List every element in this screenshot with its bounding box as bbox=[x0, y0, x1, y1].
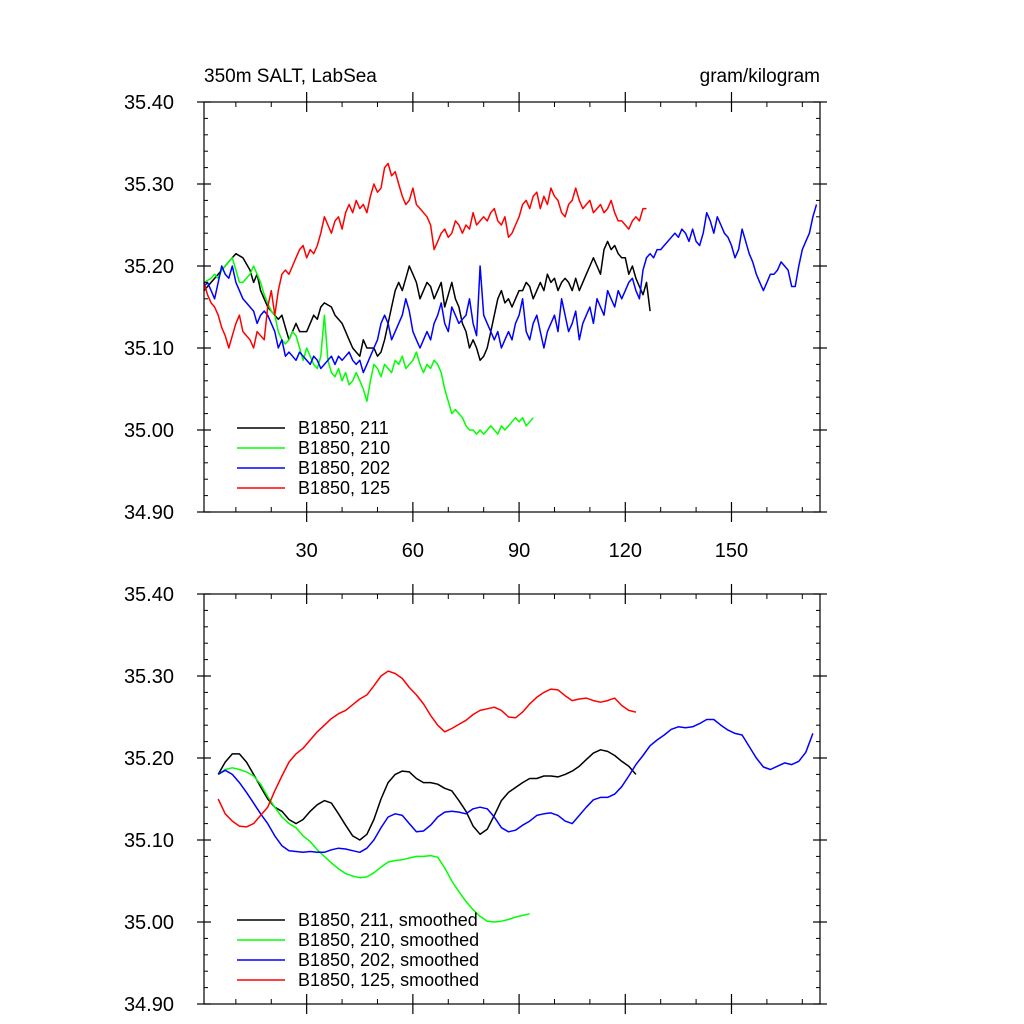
series-line-smoothed-0 bbox=[217, 749, 637, 841]
legend-label: B1850, 210 bbox=[298, 438, 390, 458]
y-tick-label: 35.30 bbox=[124, 174, 174, 196]
plot-frame bbox=[203, 101, 821, 513]
y-tick-label: 35.10 bbox=[124, 338, 174, 360]
series-line-smoothed-1 bbox=[217, 767, 530, 923]
x-tick-label: 120 bbox=[609, 540, 642, 562]
x-tick-label: 150 bbox=[715, 540, 748, 562]
legend-label: B1850, 125 bbox=[298, 478, 390, 498]
smoothed-salinity-plot-panel: 34.90 35.00 35.10 35.20 35.30 35.40 B1850, 211… bbox=[124, 584, 827, 1016]
legend-label: B1850, 202, smoothed bbox=[298, 950, 479, 970]
series-line-raw-2 bbox=[203, 204, 818, 374]
y-tick-label: 35.40 bbox=[124, 92, 174, 114]
y-tick-label: 35.30 bbox=[124, 666, 174, 688]
legend-label: B1850, 211 bbox=[298, 418, 389, 438]
y-tick-label: 35.20 bbox=[124, 748, 174, 770]
series-line-raw-1 bbox=[203, 257, 534, 435]
x-tick-label: 90 bbox=[508, 540, 530, 562]
chart-title-left: 350m SALT, LabSea bbox=[204, 66, 377, 87]
x-tick-label: 30 bbox=[296, 540, 318, 562]
legend-label: B1850, 211, smoothed bbox=[298, 910, 478, 930]
y-tick-label: 35.00 bbox=[124, 420, 174, 442]
y-tick-label: 35.20 bbox=[124, 256, 174, 278]
x-tick-label: 60 bbox=[402, 540, 424, 562]
raw-salinity-plot-panel: 34.90 35.00 35.10 35.20 35.30 35.40 30 60 90 120 1… bbox=[124, 92, 827, 562]
y-tick-label: 35.10 bbox=[124, 830, 174, 852]
y-tick-label: 35.00 bbox=[124, 912, 174, 934]
legend-label: B1850, 125, smoothed bbox=[298, 970, 479, 990]
y-tick-label: 35.40 bbox=[124, 584, 174, 606]
y-tick-label: 34.90 bbox=[124, 502, 174, 524]
series-line-raw-0 bbox=[203, 240, 651, 362]
y-tick-label: 34.90 bbox=[124, 994, 174, 1016]
series-line-smoothed-2 bbox=[217, 718, 814, 854]
chart-title-right: gram/kilogram bbox=[700, 66, 820, 87]
series-line-raw-3 bbox=[203, 162, 647, 349]
legend-label: B1850, 202 bbox=[298, 458, 390, 478]
plot-frame bbox=[203, 593, 821, 1005]
legend-label: B1850, 210, smoothed bbox=[298, 930, 479, 950]
series-line-smoothed-3 bbox=[217, 670, 637, 828]
